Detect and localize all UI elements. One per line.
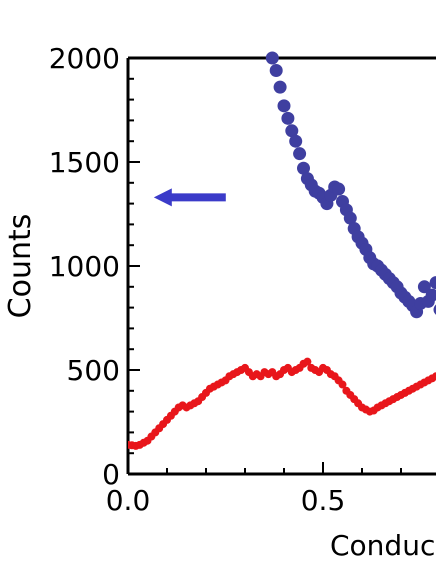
series-0 bbox=[266, 52, 436, 325]
data-point bbox=[278, 99, 291, 112]
data-points bbox=[124, 52, 436, 450]
left-arrow-annotation bbox=[154, 188, 226, 206]
annotations bbox=[154, 188, 226, 206]
data-point bbox=[266, 52, 279, 65]
data-point bbox=[274, 81, 287, 94]
arrow-shaft bbox=[171, 193, 226, 201]
data-point bbox=[281, 112, 294, 125]
data-point bbox=[289, 135, 302, 148]
data-point bbox=[293, 147, 306, 160]
y-axis-title: Counts bbox=[3, 214, 38, 319]
y-tick-label: 2000 bbox=[49, 42, 120, 75]
data-point bbox=[332, 183, 345, 196]
x-axis-title: Conduc bbox=[330, 529, 435, 562]
series-1 bbox=[124, 351, 436, 449]
arrow-head bbox=[154, 188, 172, 206]
y-tick-label: 1500 bbox=[49, 146, 120, 179]
x-tick-label: 0.0 bbox=[106, 484, 151, 517]
data-point bbox=[270, 64, 283, 77]
y-tick-label: 500 bbox=[67, 354, 120, 387]
y-tick-label: 1000 bbox=[49, 250, 120, 283]
x-tick-label: 0.5 bbox=[301, 484, 346, 517]
